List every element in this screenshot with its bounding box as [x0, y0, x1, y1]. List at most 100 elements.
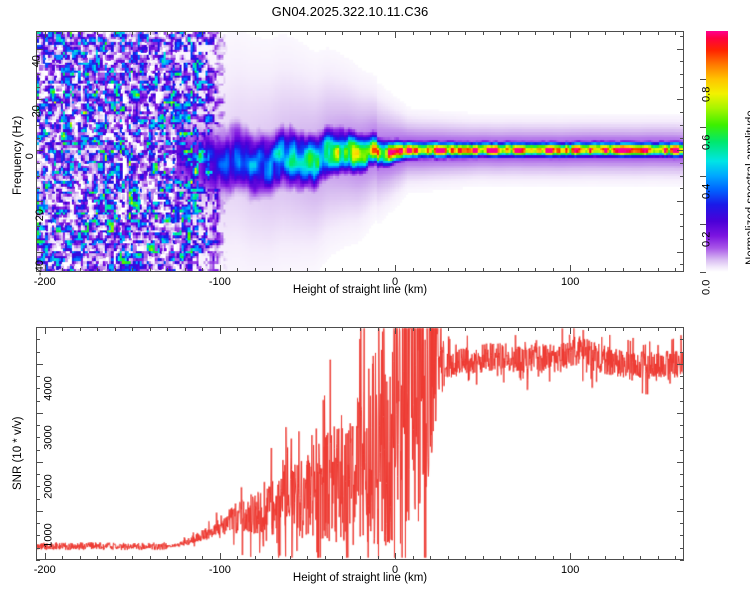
- axis-tick: [675, 31, 676, 35]
- snr-y-tick-label: 4000: [42, 376, 55, 401]
- axis-tick: [80, 327, 81, 331]
- axis-tick: [132, 327, 133, 331]
- axis-tick: [255, 327, 256, 331]
- axis-tick: [483, 268, 484, 272]
- axis-tick: [220, 553, 221, 560]
- axis-tick: [36, 437, 40, 438]
- axis-tick: [535, 556, 536, 560]
- spectrogram-x-tick-label: 100: [560, 276, 580, 288]
- axis-tick: [640, 556, 641, 560]
- axis-tick: [36, 150, 43, 151]
- axis-tick: [290, 327, 291, 331]
- axis-tick: [360, 327, 361, 331]
- snr-x-tick-label: 100: [560, 564, 580, 576]
- axis-tick: [675, 327, 676, 331]
- axis-tick: [570, 31, 571, 38]
- colorbar-gradient: [706, 31, 728, 272]
- axis-tick: [680, 548, 684, 549]
- axis-tick: [45, 327, 46, 334]
- axis-tick: [605, 327, 606, 331]
- axis-tick: [290, 556, 291, 560]
- axis-tick: [36, 163, 40, 164]
- snr-y-tick-label: 1000: [42, 523, 55, 548]
- axis-tick: [36, 252, 43, 253]
- spectrogram-y-tick-label: 40: [30, 54, 43, 68]
- axis-tick: [677, 49, 684, 50]
- axis-tick: [680, 535, 684, 536]
- axis-tick: [483, 327, 484, 331]
- snr-x-tick-label: -100: [208, 564, 231, 576]
- axis-tick: [150, 327, 151, 331]
- axis-tick: [36, 523, 40, 524]
- axis-tick: [342, 556, 343, 560]
- axis-tick: [36, 450, 40, 451]
- axis-tick: [237, 31, 238, 35]
- axis-tick: [535, 31, 536, 35]
- axis-tick: [395, 265, 396, 272]
- axis-tick: [97, 268, 98, 272]
- axis-tick: [272, 31, 273, 35]
- axis-tick: [36, 188, 40, 189]
- axis-tick: [36, 87, 40, 88]
- axis-tick: [518, 327, 519, 331]
- axis-tick: [36, 201, 43, 202]
- axis-tick: [465, 31, 466, 35]
- axis-tick: [150, 556, 151, 560]
- axis-tick: [45, 265, 46, 272]
- colorbar-tick-label: 0.0: [700, 279, 713, 295]
- axis-tick: [36, 339, 40, 340]
- axis-tick: [465, 327, 466, 331]
- axis-tick: [36, 99, 43, 100]
- axis-tick: [36, 560, 40, 561]
- axis-tick: [36, 239, 40, 240]
- axis-tick: [413, 556, 414, 560]
- axis-tick: [680, 560, 684, 561]
- axis-tick: [535, 327, 536, 331]
- axis-tick: [325, 31, 326, 35]
- axis-tick: [342, 31, 343, 35]
- axis-tick: [115, 31, 116, 35]
- axis-tick: [36, 226, 40, 227]
- colorbar-tick-label: 0.6: [700, 134, 713, 150]
- snr-x-tick-label: 0: [391, 564, 399, 576]
- axis-tick: [680, 474, 684, 475]
- spectrogram-x-tick-label: 0: [391, 276, 399, 288]
- axis-tick: [680, 376, 684, 377]
- spectrogram-canvas: [37, 32, 683, 271]
- axis-tick: [588, 327, 589, 331]
- axis-tick: [342, 327, 343, 331]
- axis-tick: [45, 553, 46, 560]
- axis-tick: [680, 125, 684, 126]
- axis-tick: [570, 553, 571, 560]
- axis-tick: [680, 339, 684, 340]
- axis-tick: [588, 556, 589, 560]
- axis-tick: [680, 523, 684, 524]
- axis-tick: [430, 327, 431, 331]
- axis-tick: [500, 556, 501, 560]
- axis-tick: [36, 388, 40, 389]
- axis-tick: [220, 327, 221, 334]
- axis-tick: [307, 268, 308, 272]
- axis-tick: [605, 556, 606, 560]
- axis-tick: [150, 31, 151, 35]
- axis-tick: [36, 61, 40, 62]
- spectrogram-y-tick-label: 0: [24, 153, 37, 160]
- axis-tick: [325, 268, 326, 272]
- axis-tick: [237, 327, 238, 331]
- axis-tick: [36, 548, 40, 549]
- axis-tick: [167, 556, 168, 560]
- axis-tick: [36, 486, 40, 487]
- snr-y-tick-label: 2000: [42, 474, 55, 499]
- axis-tick: [220, 31, 221, 38]
- axis-tick: [378, 268, 379, 272]
- axis-tick: [36, 364, 43, 365]
- axis-tick: [62, 327, 63, 331]
- axis-tick: [255, 31, 256, 35]
- axis-tick: [518, 268, 519, 272]
- spectrogram-panel: [36, 31, 684, 272]
- axis-tick: [325, 556, 326, 560]
- axis-tick: [307, 556, 308, 560]
- axis-tick: [680, 188, 684, 189]
- axis-tick: [36, 401, 40, 402]
- axis-tick: [680, 87, 684, 88]
